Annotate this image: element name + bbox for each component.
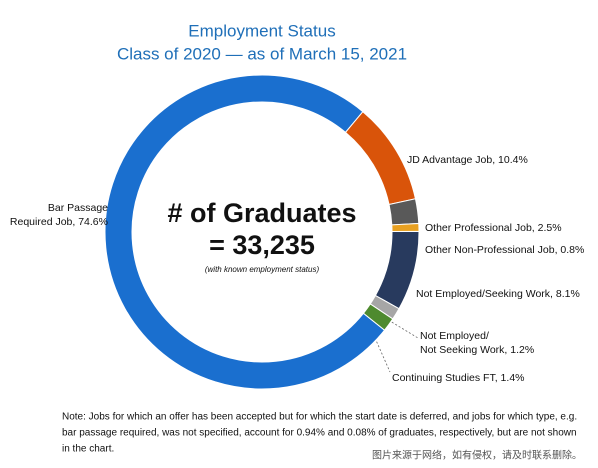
segment-label: Other Non-Professional Job, 0.8% bbox=[425, 244, 584, 256]
center-label: # of Graduates bbox=[167, 198, 356, 228]
leader-line bbox=[384, 317, 419, 339]
donut-segment bbox=[104, 74, 386, 390]
segment-label: Other Professional Job, 2.5% bbox=[425, 222, 562, 234]
note: Note: Jobs for which an offer has been a… bbox=[62, 412, 577, 423]
note: in the chart. bbox=[62, 444, 114, 455]
center-caption: (with known employment status) bbox=[205, 265, 320, 274]
center-value: = 33,235 bbox=[209, 230, 315, 260]
segment-label: Not Employed/ bbox=[420, 330, 489, 342]
donut-segment bbox=[391, 222, 420, 233]
segment-label: Continuing Studies FT, 1.4% bbox=[392, 372, 525, 384]
note: bar passage required, was not specified,… bbox=[62, 428, 577, 439]
donut-segment bbox=[344, 110, 417, 206]
segment-label: JD Advantage Job, 10.4% bbox=[407, 154, 528, 166]
segment-label: Required Job, 74.6% bbox=[10, 216, 108, 228]
leader-line bbox=[374, 337, 391, 373]
segment-label: Not Seeking Work, 1.2% bbox=[420, 344, 534, 356]
segment-label: Bar Passage bbox=[48, 202, 108, 214]
donut-segment bbox=[374, 230, 420, 310]
donut-segment bbox=[362, 303, 394, 331]
watermark: 图片来源于网络，如有侵权，请及时联系删除。 bbox=[372, 449, 582, 462]
segment-label: Not Employed/Seeking Work, 8.1% bbox=[416, 288, 580, 300]
chart-subtitle: Class of 2020 — as of March 15, 2021 bbox=[117, 44, 407, 63]
chart-title: Employment Status bbox=[188, 21, 335, 40]
